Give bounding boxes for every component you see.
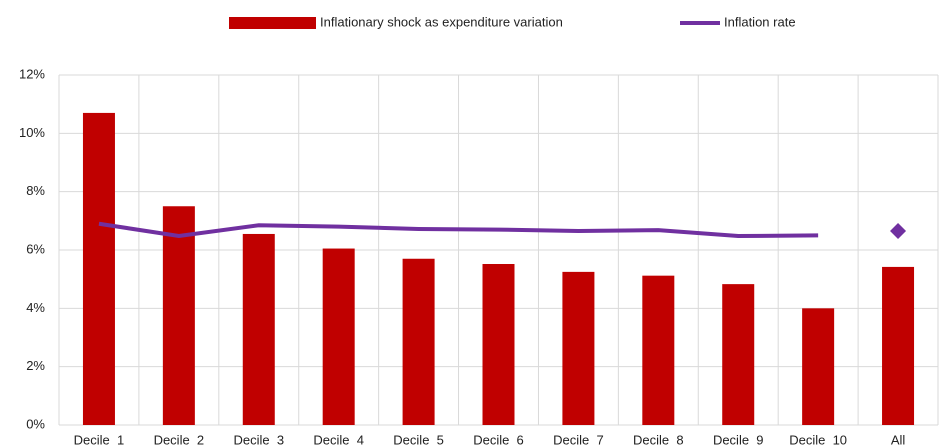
bar	[82, 112, 115, 426]
x-tick-label: Decile 4	[313, 432, 364, 447]
y-tick-label: 6%	[26, 241, 45, 256]
bar	[402, 258, 435, 425]
x-tick-label: Decile 9	[713, 432, 764, 447]
y-tick-label: 0%	[26, 416, 45, 431]
y-tick-label: 12%	[19, 66, 45, 81]
line	[98, 221, 819, 239]
x-tick-label: Decile 6	[473, 432, 524, 447]
x-tick-label: Decile 7	[553, 432, 604, 447]
bar	[882, 266, 915, 425]
y-tick-label: 2%	[26, 358, 45, 373]
bar	[322, 248, 355, 425]
bar	[162, 206, 195, 425]
bar	[482, 264, 515, 425]
marker	[890, 223, 907, 240]
x-tick-label: Decile 8	[633, 432, 684, 447]
x-tick-label: All	[891, 432, 906, 447]
x-tick-label: Decile 10	[789, 432, 847, 447]
y-tick-label: 10%	[19, 125, 45, 140]
x-tick-label: Decile 5	[393, 432, 444, 447]
legend-label: Inflation rate	[724, 14, 796, 29]
bar	[562, 271, 595, 425]
legend-label: Inflationary shock as expenditure variat…	[320, 14, 563, 29]
y-tick-label: 8%	[26, 183, 45, 198]
legend-swatch	[229, 17, 316, 29]
x-tick-label: Decile 2	[154, 432, 205, 447]
x-tick-label: Decile 3	[233, 432, 284, 447]
y-tick-label: 4%	[26, 300, 45, 315]
bar	[722, 284, 755, 425]
bar	[642, 275, 675, 425]
x-tick-label: Decile 1	[74, 432, 125, 447]
bar	[242, 233, 275, 425]
bar	[802, 308, 835, 425]
